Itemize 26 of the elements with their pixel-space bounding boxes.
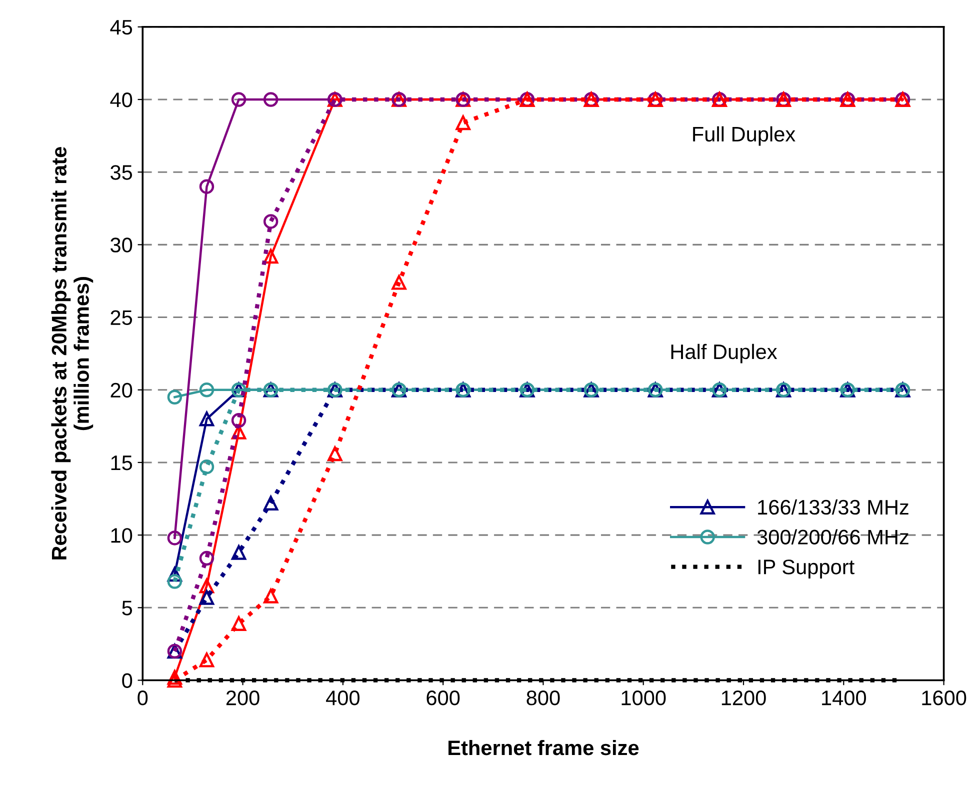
y-tick-label: 15 <box>111 456 132 470</box>
y-tick-label: 45 <box>110 20 132 35</box>
x-tick-label: 0 <box>138 690 148 706</box>
x-tick-label: 1000 <box>622 690 666 706</box>
legend-label: IP Support <box>758 560 854 578</box>
y-tick-label: 20 <box>110 382 132 398</box>
y-tick-label: 0 <box>122 673 132 688</box>
x-tick-label: 400 <box>326 690 360 706</box>
annotation: Half Duplex <box>671 344 778 364</box>
y-tick-label: 10 <box>111 528 132 543</box>
x-tick-label: 1400 <box>822 690 866 706</box>
legend-label: 166/133/33 MHz <box>758 499 908 515</box>
x-tick-label: 800 <box>526 690 560 706</box>
y-axis-title: Received packets at 20Mbps transmit rate (million frames) <box>51 147 94 560</box>
legend-label: 300/200/66 MHz <box>757 529 908 544</box>
y-tick-label: 40 <box>110 92 132 108</box>
y-tick-label: 30 <box>110 238 132 252</box>
x-tick-label: 1600 <box>922 690 966 706</box>
x-tick-label: 200 <box>226 690 260 706</box>
x-axis-title: Ethernet frame size <box>448 740 639 756</box>
x-tick-label: 600 <box>426 690 460 706</box>
y-tick-label: 25 <box>110 310 132 326</box>
x-tick-label: 1200 <box>722 690 766 706</box>
annotation: Full Duplex <box>693 126 796 146</box>
y-tick-label: 5 <box>122 600 132 616</box>
y-tick-label: 35 <box>110 165 132 180</box>
